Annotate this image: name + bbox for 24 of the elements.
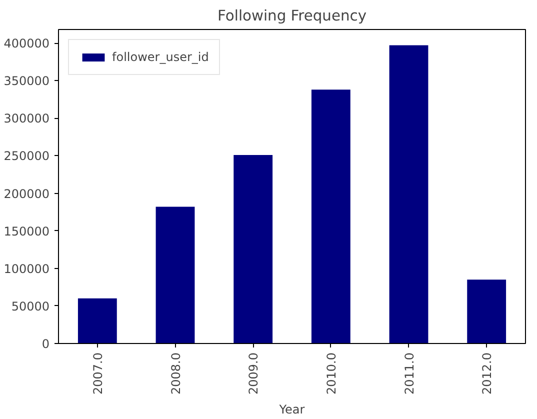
y-tick-label: 100000 (4, 262, 50, 276)
bar (234, 154, 273, 344)
bar (311, 90, 350, 344)
x-axis-title: Year (278, 402, 305, 416)
bar (156, 206, 195, 344)
bar (78, 298, 117, 344)
x-tick-label: 2011.0 (402, 352, 416, 394)
x-tick-label: 2010.0 (324, 352, 338, 394)
x-tick-label: 2012.0 (480, 352, 494, 394)
x-tick-label: 2009.0 (246, 352, 261, 394)
y-tick-label: 350000 (4, 74, 50, 88)
chart-title: Following Frequency (217, 8, 367, 24)
bar (389, 45, 428, 344)
y-tick-label: 150000 (4, 224, 50, 238)
y-tick-label: 200000 (4, 186, 50, 201)
x-tick-label: 2008.0 (168, 352, 183, 394)
legend-label: follower_user_id (112, 50, 209, 64)
y-tick-label: 250000 (4, 149, 50, 164)
y-tick-label: 50000 (11, 299, 50, 314)
y-tick-label: 400000 (4, 36, 50, 51)
y-tick-label: 0 (42, 337, 50, 351)
bar (467, 280, 506, 344)
y-tick-label: 300000 (4, 112, 50, 126)
x-tick-label: 2007.0 (90, 352, 105, 394)
